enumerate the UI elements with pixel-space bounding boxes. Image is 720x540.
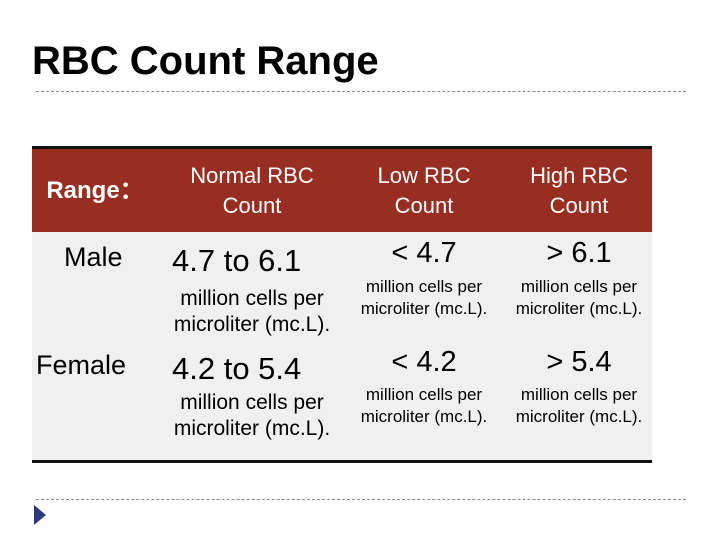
- female-low-unit: million cells per microliter (mc.L).: [342, 384, 506, 428]
- male-normal-unit: million cells per microliter (mc.L).: [162, 286, 342, 338]
- header-low-line1: Low RBC: [377, 162, 471, 188]
- female-low-unit-line1: million cells per: [365, 385, 483, 404]
- row-label-female: Female: [36, 350, 127, 380]
- male-high-unit-line1: million cells per: [520, 277, 638, 296]
- female-high-unit-line2: microliter (mc.L).: [515, 407, 643, 426]
- male-high-unit-line2: microliter (mc.L).: [515, 299, 643, 318]
- male-low-unit-line1: million cells per: [365, 277, 483, 296]
- table-header: Range： Normal RBC Count Low RBC Count High…: [32, 146, 652, 232]
- female-low-unit-line2: microliter (mc.L).: [360, 407, 488, 426]
- female-normal-unit: million cells per microliter (mc.L).: [162, 390, 342, 442]
- female-low-value: < 4.2: [391, 346, 457, 378]
- triangle-bullet-icon: [34, 505, 46, 525]
- divider-top: [36, 91, 686, 92]
- male-normal-unit-line1: million cells per: [180, 287, 324, 310]
- header-normal-line1: Normal RBC: [190, 162, 314, 188]
- header-normal-line2: Count: [222, 192, 282, 218]
- female-high-unit: million cells per microliter (mc.L).: [498, 384, 660, 428]
- header-high: High RBC Count: [506, 149, 652, 232]
- female-high-value: > 5.4: [546, 346, 612, 378]
- male-low-unit-line2: microliter (mc.L).: [360, 299, 488, 318]
- male-normal-value: 4.7 to 6.1: [172, 243, 302, 278]
- male-high-value: > 6.1: [546, 237, 612, 269]
- page-title: RBC Count Range: [32, 39, 379, 83]
- header-normal: Normal RBC Count: [162, 149, 342, 232]
- female-high-unit-line1: million cells per: [520, 385, 638, 404]
- header-high-line2: Count: [549, 192, 609, 218]
- row-label-male: Male: [64, 242, 123, 272]
- male-high-unit: million cells per microliter (mc.L).: [498, 276, 660, 320]
- header-low-line2: Count: [394, 192, 454, 218]
- male-low-unit: million cells per microliter (mc.L).: [342, 276, 506, 320]
- female-normal-unit-line1: million cells per: [180, 391, 324, 414]
- table-body: Male 4.7 to 6.1 million cells per microli…: [32, 232, 652, 463]
- male-low-value: < 4.7: [391, 237, 457, 269]
- male-normal-unit-line2: microliter (mc.L).: [173, 313, 331, 336]
- divider-bottom: [36, 499, 686, 500]
- header-low: Low RBC Count: [342, 149, 506, 232]
- female-normal-unit-line2: microliter (mc.L).: [173, 417, 331, 440]
- header-range: Range：: [46, 176, 144, 204]
- header-high-line1: High RBC: [530, 162, 628, 188]
- female-normal-value: 4.2 to 5.4: [172, 351, 302, 386]
